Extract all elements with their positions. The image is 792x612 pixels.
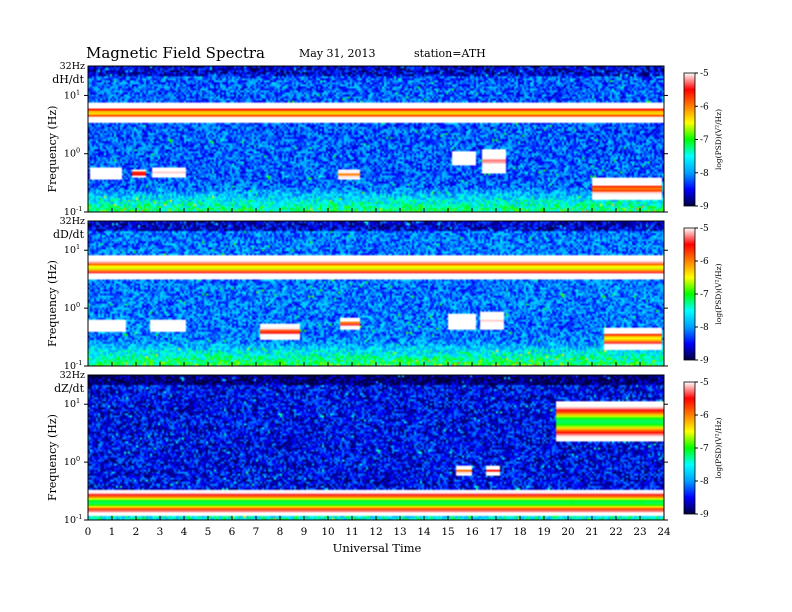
colorbar-tick-label: -7 [700,136,709,146]
colorbar [683,72,696,207]
colorbar-tick-label: -6 [700,411,709,421]
component-label: dZ/dt [54,382,84,395]
x-tick-label: 7 [253,526,260,538]
x-tick-label: 15 [441,526,454,538]
x-tick-label: 4 [181,526,188,538]
y-tick-label-top: 32Hz [60,370,85,381]
x-tick-label: 10 [321,526,334,538]
colorbar-tick-label: -9 [700,356,709,366]
x-tick-label: 11 [345,526,358,538]
x-tick-label: 16 [465,526,479,538]
colorbar-tick-label: -8 [700,477,709,487]
y-tick-label: 10 [64,303,76,314]
x-tick-label: 6 [229,526,236,538]
y-tick-label: 10 [64,399,76,410]
x-axis-label: Universal Time [333,541,422,555]
colorbar-tick-label: -8 [700,169,709,179]
y-tick-label: 10 [64,515,76,526]
spectrogram-heatmap [88,66,664,212]
y-tick-exponent: 1 [76,243,80,251]
component-label: dD/dt [53,228,85,241]
colorbar-tick-label: -7 [700,444,709,454]
x-tick-label: 13 [393,526,406,538]
spectrogram-heatmap [88,221,664,366]
y-tick-exponent: 0 [76,455,80,463]
x-tick-label: 0 [85,526,92,538]
y-tick-label: 10 [64,457,76,468]
colorbar-tick-label: -9 [700,202,709,212]
x-tick-label: 22 [609,526,622,538]
station-label: station=ATH [414,47,486,60]
colorbar-label: log(PSD)(V²/Hz) [714,109,723,170]
y-tick-exponent: 0 [76,301,80,309]
y-tick-exponent: -1 [76,359,82,367]
x-tick-label: 12 [369,526,382,538]
y-axis-label: Frequency (Hz) [46,260,59,347]
y-tick-exponent: 0 [76,147,80,155]
x-tick-label: 18 [513,526,526,538]
y-tick-exponent: 1 [76,397,80,405]
x-tick-label: 2 [133,526,140,538]
figure-title: Magnetic Field Spectra [86,44,265,62]
colorbar [683,381,696,515]
y-tick-label: 10 [64,90,76,101]
y-axis-label: Frequency (Hz) [46,106,59,193]
colorbar-tick-label: -9 [700,510,709,520]
x-tick-label: 8 [277,526,284,538]
x-tick-label: 5 [205,526,212,538]
colorbar-tick-label: -8 [700,323,709,333]
x-tick-label: 19 [537,526,550,538]
colorbar-tick-label: -7 [700,290,709,300]
colorbar-label: log(PSD)(V²/Hz) [714,417,723,478]
x-tick-label: 1 [109,526,116,538]
y-tick-label: 10 [64,149,76,160]
y-axis-label: Frequency (Hz) [46,414,59,501]
y-tick-label-top: 32Hz [60,216,85,227]
colorbar-tick-label: -6 [700,257,709,267]
x-tick-label: 20 [561,526,574,538]
component-label: dH/dt [52,73,84,86]
colorbar-label: log(PSD)(V²/Hz) [714,263,723,324]
x-tick-label: 17 [489,526,502,538]
y-tick-exponent: -1 [76,205,82,213]
x-tick-label: 24 [657,526,671,538]
colorbar [683,227,696,361]
colorbar-tick-label: -5 [700,69,709,79]
colorbar-tick-label: -5 [700,378,709,388]
x-tick-label: 23 [633,526,646,538]
x-tick-label: 9 [301,526,308,538]
y-tick-label-top: 32Hz [60,61,85,72]
colorbar-tick-label: -6 [700,102,709,112]
x-tick-label: 21 [585,526,598,538]
y-tick-label: 10 [64,361,76,372]
colorbar-tick-label: -5 [700,224,709,234]
x-tick-label: 14 [417,526,431,538]
date-label: May 31, 2013 [299,47,376,60]
x-tick-label: 3 [157,526,164,538]
y-tick-label: 10 [64,207,76,218]
x-axis: 0 1 2 3 4 5 6 7 8 9 10 11 12 13 14 15 16 17 18 19 20 21 22 23 24 [85,526,671,538]
y-tick-label: 10 [64,245,76,256]
spectrogram-heatmap [88,375,664,520]
y-tick-exponent: 1 [76,88,80,96]
y-tick-exponent: -1 [76,513,82,521]
